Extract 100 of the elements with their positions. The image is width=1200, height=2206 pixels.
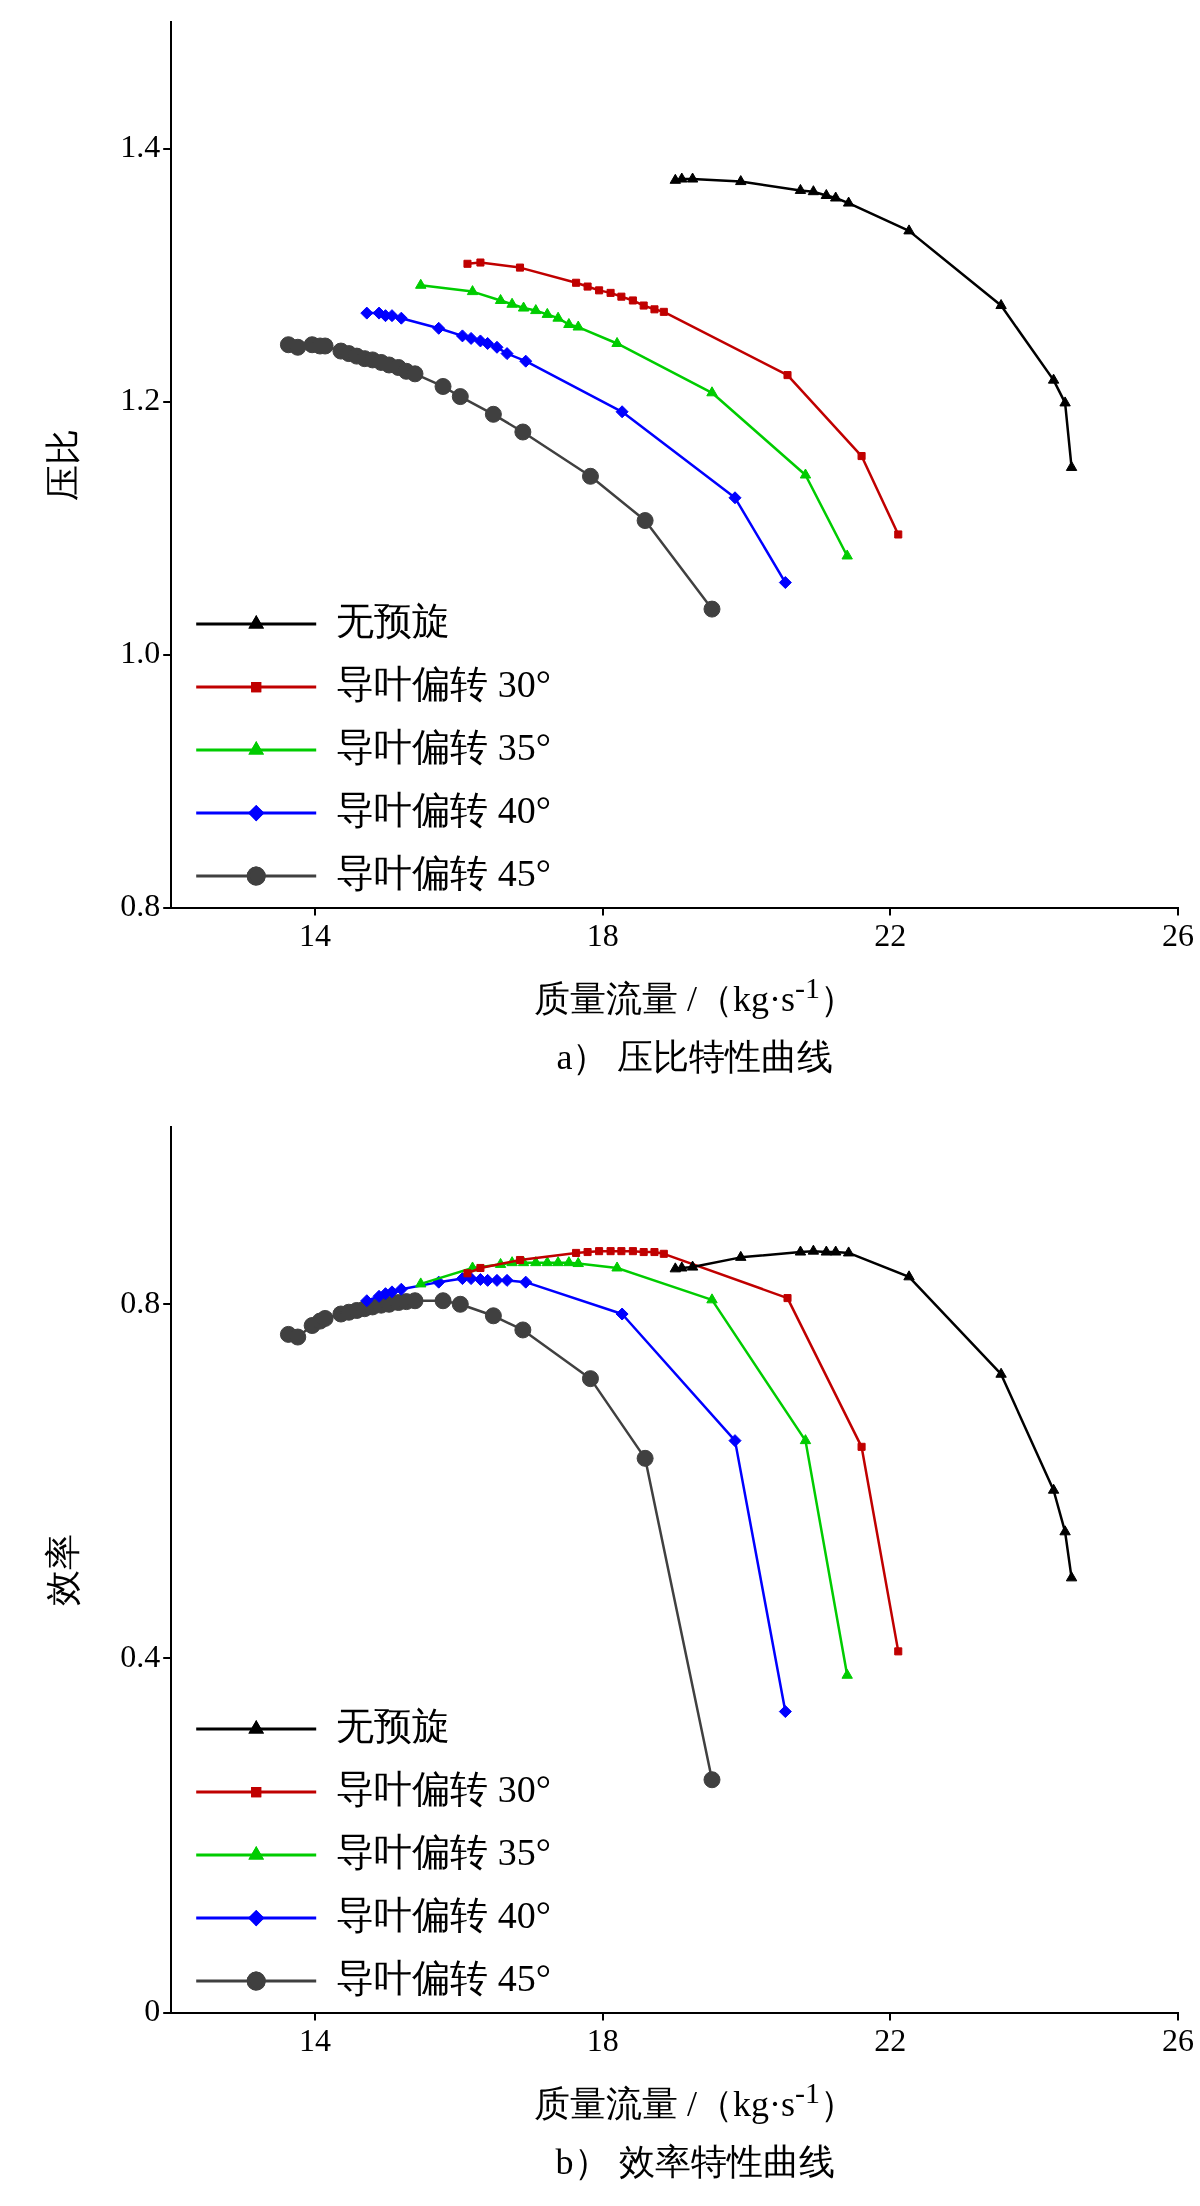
point bbox=[484, 1307, 502, 1325]
legend-label: 导叶偏转 40° bbox=[336, 789, 551, 832]
point bbox=[481, 1273, 495, 1287]
point bbox=[463, 259, 472, 268]
point bbox=[572, 278, 581, 287]
point bbox=[572, 1248, 581, 1257]
point bbox=[484, 405, 502, 423]
x-axis-title: 质量流量 /（kg·s$^{-1}$） bbox=[533, 2075, 857, 2126]
point bbox=[799, 1434, 812, 1445]
point bbox=[490, 340, 504, 354]
point bbox=[500, 347, 514, 361]
point bbox=[466, 285, 479, 296]
legend-label: 导叶偏转 30° bbox=[336, 1768, 551, 1811]
point bbox=[650, 1248, 659, 1257]
point bbox=[611, 1261, 623, 1272]
text: b） 效率特性曲线 bbox=[554, 2141, 836, 2184]
legend-label: 无预旋 bbox=[336, 600, 451, 643]
text: a） 压比特性曲线 bbox=[555, 1036, 835, 1079]
legend-label: 无预旋 bbox=[336, 1705, 451, 1748]
point bbox=[583, 282, 592, 291]
point bbox=[394, 1282, 408, 1296]
y-axis-title: 压比 bbox=[43, 428, 84, 501]
x-tick-label: 26 bbox=[1162, 2022, 1194, 2059]
point bbox=[799, 468, 812, 479]
point bbox=[494, 293, 507, 304]
point bbox=[481, 336, 495, 350]
x-axis-title: 质量流量 /（kg·s$^{-1}$） bbox=[533, 970, 857, 1021]
point bbox=[659, 1249, 668, 1258]
point bbox=[394, 311, 408, 325]
point bbox=[490, 1273, 504, 1287]
point bbox=[735, 175, 747, 186]
legend-label: 导叶偏转 35° bbox=[336, 726, 551, 769]
point bbox=[500, 1273, 514, 1287]
point bbox=[617, 1247, 626, 1256]
point bbox=[829, 191, 842, 202]
point bbox=[530, 304, 542, 315]
point bbox=[360, 1294, 374, 1308]
point bbox=[541, 307, 554, 318]
point bbox=[1059, 1525, 1071, 1536]
point bbox=[615, 405, 629, 419]
point bbox=[1059, 396, 1071, 407]
point bbox=[552, 1256, 564, 1267]
y-tick-label: 0.4 bbox=[120, 1637, 161, 1674]
point bbox=[857, 1442, 866, 1451]
point bbox=[842, 1246, 855, 1257]
point bbox=[519, 1275, 533, 1289]
point bbox=[473, 334, 487, 348]
point bbox=[434, 377, 452, 395]
x-tick-label: 26 bbox=[1162, 917, 1194, 954]
point bbox=[476, 258, 485, 267]
point bbox=[1065, 1571, 1078, 1582]
point bbox=[415, 278, 427, 289]
point bbox=[595, 286, 604, 295]
point bbox=[639, 1248, 648, 1257]
x-tick-label: 14 bbox=[299, 917, 332, 954]
point bbox=[572, 1257, 584, 1268]
y-tick-label: 0.8 bbox=[120, 887, 161, 924]
point bbox=[517, 301, 530, 312]
point bbox=[515, 1255, 525, 1265]
point bbox=[581, 1370, 599, 1388]
point bbox=[636, 1449, 654, 1467]
point bbox=[650, 305, 659, 314]
point bbox=[506, 297, 518, 308]
point bbox=[514, 1321, 532, 1339]
point bbox=[463, 1269, 472, 1278]
point bbox=[432, 321, 446, 335]
point bbox=[476, 1263, 485, 1273]
point bbox=[628, 1247, 637, 1256]
point bbox=[894, 1647, 903, 1656]
point bbox=[451, 388, 469, 406]
y-tick-label: 0 bbox=[144, 1992, 161, 2029]
point bbox=[451, 1295, 469, 1313]
point bbox=[583, 1248, 592, 1257]
point bbox=[519, 354, 533, 368]
point bbox=[735, 1250, 747, 1261]
point bbox=[706, 1293, 718, 1304]
legend-label: 导叶偏转 40° bbox=[336, 1894, 551, 1937]
point bbox=[530, 1256, 542, 1267]
point bbox=[676, 1261, 688, 1272]
y-axis-title: 效率 bbox=[43, 1533, 84, 1606]
x-tick-label: 18 bbox=[586, 917, 619, 954]
point bbox=[611, 336, 623, 347]
point bbox=[857, 452, 866, 461]
point bbox=[406, 365, 424, 383]
legend-label: 导叶偏转 30° bbox=[336, 663, 551, 706]
point bbox=[783, 371, 792, 380]
point bbox=[995, 299, 1007, 310]
point bbox=[820, 1245, 833, 1256]
point bbox=[434, 1292, 452, 1310]
point bbox=[894, 530, 903, 539]
point bbox=[615, 1307, 629, 1321]
point bbox=[728, 1434, 742, 1448]
point bbox=[464, 331, 478, 345]
point bbox=[820, 188, 833, 199]
y-tick-label: 1.4 bbox=[120, 128, 161, 165]
point bbox=[686, 1260, 699, 1271]
point bbox=[515, 263, 525, 272]
x-tick-label: 22 bbox=[874, 2022, 907, 2059]
point bbox=[706, 386, 718, 397]
point bbox=[1047, 1483, 1060, 1494]
